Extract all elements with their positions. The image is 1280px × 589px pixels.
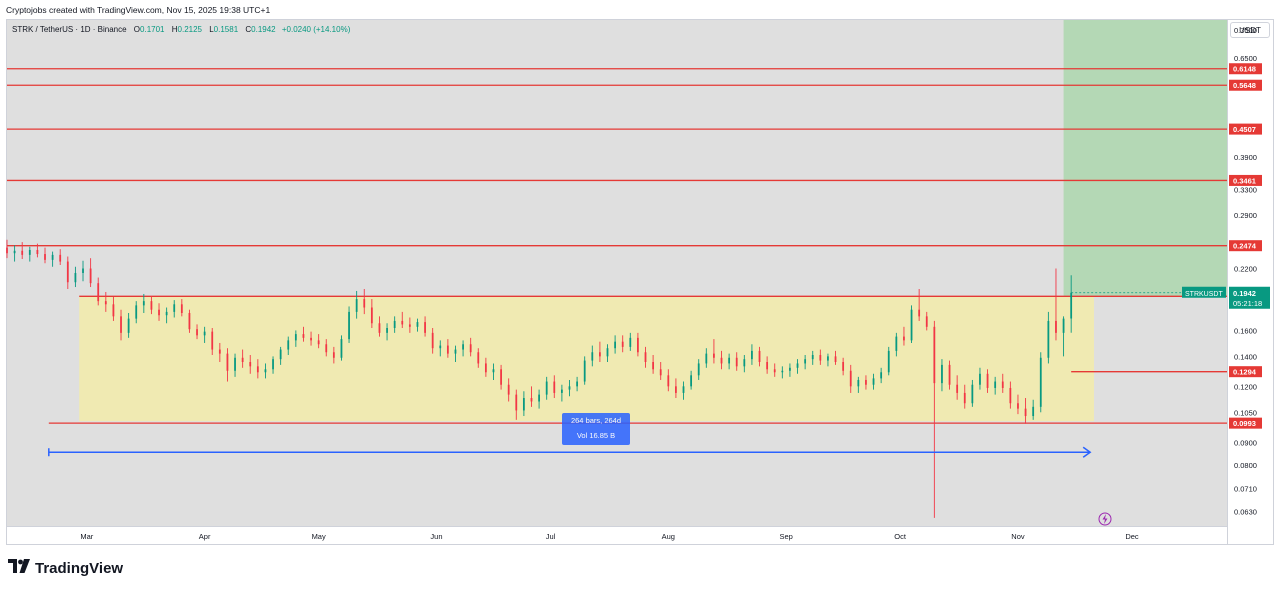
price-scale[interactable]	[1227, 20, 1273, 544]
low-value: 0.1581	[213, 25, 239, 34]
open-value: 0.1701	[140, 25, 165, 34]
measure-bars-label: 264 bars, 264d	[570, 416, 622, 425]
open-label: O	[133, 25, 141, 34]
time-scale[interactable]	[7, 526, 1227, 544]
close-value: 0.1942	[251, 25, 276, 34]
low-label: L	[209, 25, 214, 34]
measure-tooltip: 264 bars, 264d Vol 16.85 B	[562, 413, 630, 445]
tradingview-brand[interactable]: TradingView	[8, 559, 123, 577]
plot-area[interactable]	[7, 20, 1227, 526]
measure-volume-label: Vol 16.85 B	[576, 431, 616, 440]
close-label: C	[245, 25, 252, 34]
high-label: H	[171, 25, 178, 34]
currency-button[interactable]: USDT	[1230, 22, 1270, 38]
symbol-name: STRK / TetherUS · 1D · Binance	[12, 25, 127, 34]
change-value: +0.0240 (+14.10%)	[281, 25, 351, 34]
brand-name: TradingView	[35, 559, 124, 577]
chart-attribution: Cryptojobs created with TradingView.com,…	[6, 5, 271, 15]
symbol-legend: STRK / TetherUS · 1D · Binance O0.1701 H…	[12, 25, 350, 34]
high-value: 0.2125	[177, 25, 202, 34]
tradingview-logo-icon	[8, 559, 30, 577]
